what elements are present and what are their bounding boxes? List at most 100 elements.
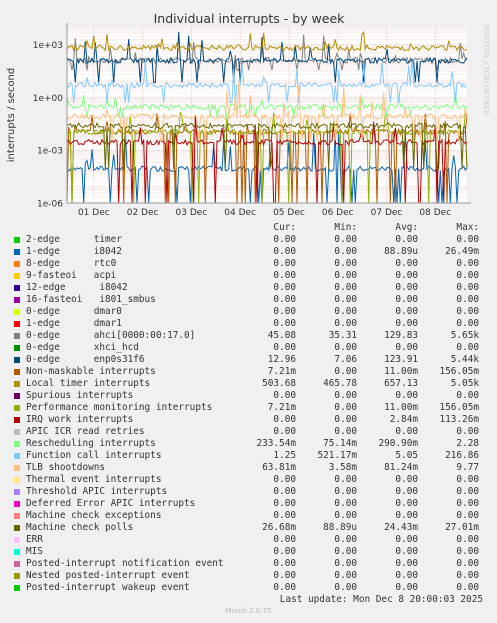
legend-min-value: 0.00 — [334, 474, 357, 485]
legend-max-value: 0.00 — [456, 282, 479, 293]
legend-max-value: 216.86 — [445, 450, 479, 461]
legend-row: IRQ work interrupts 0.00 0.00 2.84m 113.26m — [0, 414, 497, 426]
legend-avg-value: 290.90m — [378, 438, 418, 449]
legend-series-name: Posted-interrupt notification event — [26, 558, 224, 569]
legend-swatch — [14, 381, 20, 387]
legend-min-value: 3.58m — [328, 462, 357, 473]
col-max-header: Max: — [456, 222, 479, 233]
legend-max-value: 0.00 — [456, 306, 479, 317]
legend-swatch — [14, 489, 20, 495]
legend-avg-value: 11.00m — [384, 366, 418, 377]
y-axis-label: interrupts / second — [6, 68, 17, 162]
legend-min-value: 0.00 — [334, 402, 357, 413]
legend-cur-value: 0.00 — [273, 474, 296, 485]
legend-series-name: 12-edge i8042 — [26, 282, 128, 293]
legend-swatch — [14, 453, 20, 459]
legend-row: 16-fasteoi i801_smbus 0.00 0.00 0.00 0.00 — [0, 294, 497, 306]
legend-series-name: Machine check exceptions — [26, 510, 162, 521]
legend-max-value: 0.00 — [456, 510, 479, 521]
legend-swatch — [14, 405, 20, 411]
legend-max-value: 0.00 — [456, 582, 479, 593]
col-cur-header: Cur: — [273, 222, 296, 233]
x-tick-label: 06 Dec — [322, 208, 354, 218]
legend-swatch — [14, 261, 20, 267]
legend-row: MIS 0.00 0.00 0.00 0.00 — [0, 546, 497, 558]
legend-cur-value: 63.81m — [262, 462, 296, 473]
legend-max-value: 113.26m — [439, 414, 479, 425]
legend-min-value: 0.00 — [334, 366, 357, 377]
legend-max-value: 2.28 — [456, 438, 479, 449]
legend-swatch — [14, 345, 20, 351]
series-line — [66, 59, 468, 103]
legend-series-name: 0-edge ahci[0000:00:17.0] — [26, 330, 196, 341]
legend-swatch — [14, 285, 20, 291]
legend-cur-value: 7.21m — [267, 402, 296, 413]
series-line — [66, 92, 468, 118]
legend-min-value: 0.00 — [334, 486, 357, 497]
legend-swatch — [14, 237, 20, 243]
legend-avg-value: 5.05 — [395, 450, 418, 461]
legend-cur-value: 45.08 — [267, 330, 296, 341]
legend-series-name: Non-maskable interrupts — [26, 366, 156, 377]
legend-avg-value: 0.00 — [395, 342, 418, 353]
legend-row: Machine check polls 26.68m 88.89u 24.43m 27.… — [0, 522, 497, 534]
legend-min-value: 0.00 — [334, 498, 357, 509]
legend-avg-value: 657.13 — [384, 378, 418, 389]
legend-avg-value: 0.00 — [395, 306, 418, 317]
legend-max-value: 5.05k — [450, 378, 479, 389]
y-tick-label: 1e+03 — [33, 41, 63, 51]
legend-max-value: 0.00 — [456, 534, 479, 545]
legend-min-value: 0.00 — [334, 390, 357, 401]
legend-min-value: 0.00 — [334, 546, 357, 557]
legend-min-value: 35.31 — [328, 330, 357, 341]
y-tick-label: 1e-03 — [37, 147, 63, 157]
legend-avg-value: 123.91 — [384, 354, 418, 365]
series-line — [66, 82, 468, 141]
legend-avg-value: 24.43m — [384, 522, 418, 533]
legend-min-value: 0.00 — [334, 426, 357, 437]
legend-max-value: 156.05m — [439, 402, 479, 413]
legend-row: Thermal event interrupts 0.00 0.00 0.00 0.00 — [0, 474, 497, 486]
legend-min-value: 0.00 — [334, 342, 357, 353]
legend-series-name: 1-edge i8042 — [26, 246, 122, 257]
legend-cur-value: 233.54m — [256, 438, 296, 449]
col-avg-header: Avg: — [395, 222, 418, 233]
legend-swatch — [14, 513, 20, 519]
legend-series-name: APIC ICR read retries — [26, 426, 145, 437]
legend-min-value: 0.00 — [334, 534, 357, 545]
legend-avg-value: 0.00 — [395, 258, 418, 269]
legend-cur-value: 0.00 — [273, 270, 296, 281]
legend-cur-value: 1.25 — [273, 450, 296, 461]
legend-min-value: 521.17m — [317, 450, 357, 461]
legend-max-value: 0.00 — [456, 390, 479, 401]
legend-row: Performance monitoring interrupts 7.21m 0.… — [0, 402, 497, 414]
legend-series-name: Thermal event interrupts — [26, 474, 162, 485]
legend-row: Machine check exceptions 0.00 0.00 0.00 0.00 — [0, 510, 497, 522]
legend-min-value: 0.00 — [334, 258, 357, 269]
legend-avg-value: 0.00 — [395, 558, 418, 569]
legend-swatch — [14, 273, 20, 279]
legend-avg-value: 0.00 — [395, 282, 418, 293]
legend-series-name: 9-fasteoi acpi — [26, 270, 117, 281]
legend: Cur: Min: Avg: Max: 2-edge timer 0.00 0.00… — [0, 222, 497, 594]
col-min-header: Min: — [334, 222, 357, 233]
legend-rows: 2-edge timer 0.00 0.00 0.00 0.00 1-edge i8042… — [0, 234, 497, 594]
legend-max-value: 0.00 — [456, 570, 479, 581]
legend-min-value: 0.00 — [334, 510, 357, 521]
legend-series-name: IRQ work interrupts — [26, 414, 134, 425]
legend-cur-value: 0.00 — [273, 486, 296, 497]
legend-min-value: 0.00 — [334, 294, 357, 305]
legend-row: 0-edge dmar0 0.00 0.00 0.00 0.00 — [0, 306, 497, 318]
legend-row: 1-edge dmar1 0.00 0.00 0.00 0.00 — [0, 318, 497, 330]
legend-swatch — [14, 249, 20, 255]
generator-label: Munin 2.0.75 — [225, 607, 272, 615]
legend-avg-value: 0.00 — [395, 294, 418, 305]
legend-series-name: Deferred Error APIC interrupts — [26, 498, 196, 509]
legend-row: Deferred Error APIC interrupts 0.00 0.00 0.… — [0, 498, 497, 510]
y-tick-label: 1e+00 — [33, 94, 64, 104]
legend-max-value: 0.00 — [456, 294, 479, 305]
x-tick-label: 05 Dec — [273, 208, 305, 218]
legend-max-value: 0.00 — [456, 546, 479, 557]
legend-cur-value: 0.00 — [273, 234, 296, 245]
x-tick-label: 02 Dec — [127, 208, 159, 218]
